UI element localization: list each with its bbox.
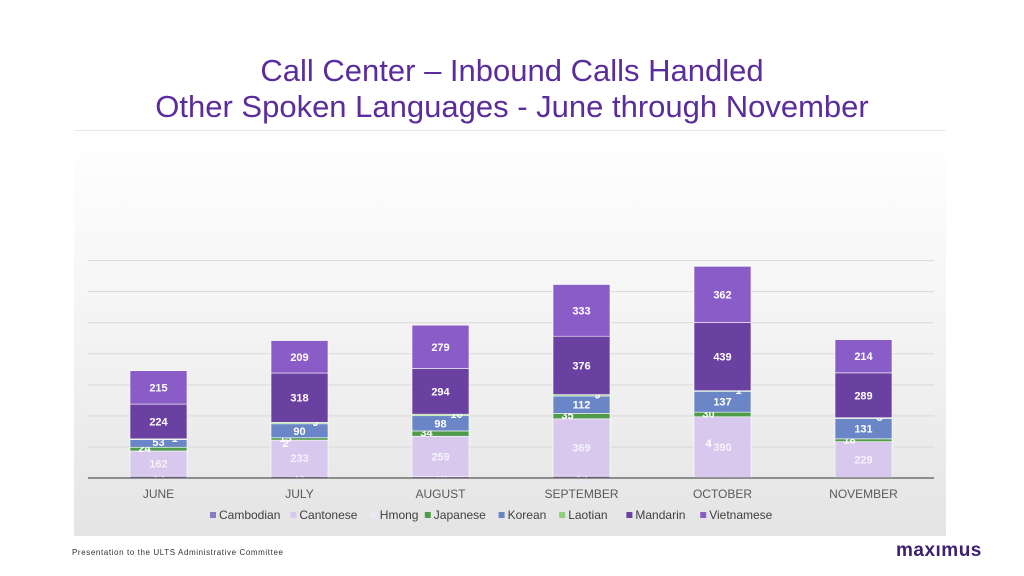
data-label-laotian: 5 [876, 412, 882, 424]
legend-label-cantonese: Cantonese [299, 508, 357, 522]
legend-swatch-japanese [424, 512, 431, 518]
legend-swatch-korean [498, 512, 505, 518]
data-label-cambodian: 4 [719, 473, 726, 485]
legend-swatch-mandarin [626, 512, 633, 518]
maximus-logo: maxımus [896, 540, 982, 561]
chart-area: 1216224531224215JUNE11233159093182092JUL… [74, 130, 946, 536]
chart-title-line-2: Other Spoken Languages - June through No… [155, 89, 869, 124]
legend-label-korean: Korean [508, 508, 547, 522]
data-label-extra: 2 [282, 438, 288, 450]
x-axis-tick-label: SEPTEMBER [544, 487, 618, 501]
data-label-cantonese: 390 [713, 442, 731, 454]
bar-segment-vietnamese [129, 370, 188, 405]
x-axis-tick-label: JULY [285, 487, 313, 501]
chart-title-line-1: Call Center – Inbound Calls Handled [260, 53, 764, 88]
x-axis-tick-label: AUGUST [415, 487, 466, 501]
legend-label-hmong: Hmong [380, 508, 419, 522]
data-label-vietnamese: 214 [854, 351, 873, 363]
data-label-vietnamese: 279 [431, 342, 449, 354]
bar-segment-mandarin [270, 372, 329, 423]
data-label-cantonese: 233 [290, 453, 308, 465]
data-label-cantonese: 259 [431, 451, 449, 463]
data-label-cambodian: 5 [860, 473, 866, 485]
data-label-vietnamese: 215 [149, 382, 167, 394]
bar-segment-vietnamese [552, 284, 611, 337]
data-label-laotian: 9 [594, 389, 600, 401]
x-axis-tick-label: NOVEMBER [829, 487, 898, 501]
data-label-vietnamese: 333 [572, 305, 590, 317]
data-label-cambodian: 11 [294, 473, 306, 485]
bar-segment-cantonese [411, 435, 470, 477]
bar-segment-mandarin [129, 403, 188, 440]
data-label-mandarin: 289 [854, 390, 872, 402]
data-label-mandarin: 294 [431, 386, 450, 398]
bar-segment-mandarin [552, 335, 611, 395]
data-label-laotian: 9 [312, 417, 318, 429]
data-label-mandarin: 439 [713, 352, 731, 364]
data-label-vietnamese: 362 [713, 289, 731, 301]
data-label-cantonese: 162 [149, 459, 167, 471]
bar-segment-vietnamese [411, 324, 470, 369]
bar-segment-vietnamese [693, 266, 752, 323]
data-label-extra: 4 [705, 438, 712, 450]
bar-segment-vietnamese [834, 339, 893, 374]
stacked-bar-chart: 1216224531224215JUNE11233159093182092JUL… [88, 260, 934, 522]
bar-segment-mandarin [411, 368, 470, 415]
x-axis-tick-label: JUNE [143, 487, 174, 501]
data-label-korean: 131 [854, 424, 872, 436]
bar-segment-cantonese [693, 416, 752, 478]
bar-segment-cantonese [129, 450, 188, 477]
footer-text: Presentation to the ULTS Administrative … [72, 548, 284, 557]
bar-segment-mandarin [834, 372, 893, 419]
legend-label-vietnamese: Vietnamese [709, 508, 772, 522]
bar-segment-cantonese [552, 418, 611, 477]
legend-label-mandarin: Mandarin [635, 508, 685, 522]
data-label-cantonese: 369 [572, 442, 590, 454]
legend-swatch-hmong [370, 512, 377, 518]
data-label-mandarin: 376 [572, 360, 590, 372]
legend-swatch-cantonese [290, 512, 297, 518]
x-axis-tick-label: OCTOBER [693, 487, 752, 501]
data-label-korean: 53 [152, 437, 164, 449]
data-label-korean: 137 [713, 397, 731, 409]
data-label-korean: 90 [293, 426, 305, 438]
legend-swatch-laotian [559, 512, 566, 518]
legend-label-cambodian: Cambodian [219, 508, 280, 522]
legend-label-laotian: Laotian [568, 508, 607, 522]
bar-segment-vietnamese [270, 340, 329, 374]
data-label-korean: 98 [434, 418, 446, 430]
legend-swatch-vietnamese [700, 512, 707, 518]
data-label-mandarin: 224 [149, 416, 168, 428]
data-label-cantonese: 229 [854, 454, 872, 466]
legend-label-japanese: Japanese [434, 508, 486, 522]
bar-segment-cantonese [834, 441, 893, 478]
data-label-korean: 112 [573, 400, 591, 412]
data-label-mandarin: 318 [290, 393, 308, 405]
bar-segment-mandarin [693, 322, 752, 392]
legend-swatch-cambodian [210, 512, 216, 518]
data-label-vietnamese: 209 [290, 352, 308, 364]
